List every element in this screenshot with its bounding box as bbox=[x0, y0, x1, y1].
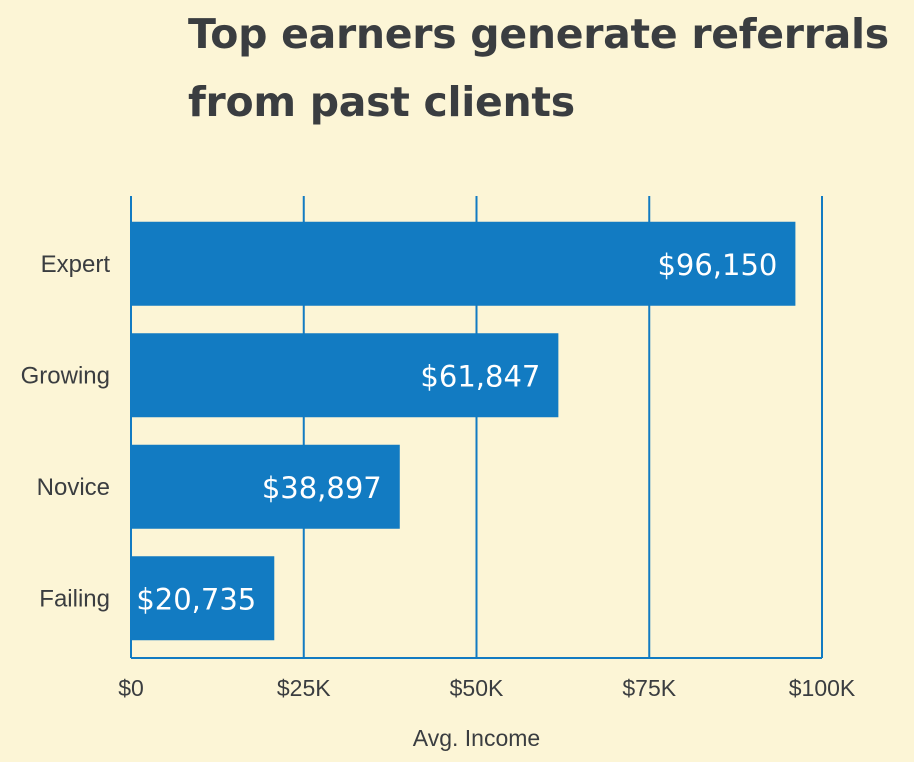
bar bbox=[131, 444, 400, 529]
data-label: $20,735 bbox=[136, 582, 256, 616]
chart-title-line-1: Top earners generate referrals bbox=[188, 10, 889, 58]
x-tick-label: $75K bbox=[622, 675, 676, 701]
bar bbox=[131, 221, 796, 306]
category-label: Growing bbox=[21, 362, 110, 389]
x-axis-title: Avg. Income bbox=[413, 725, 540, 751]
data-label: $61,847 bbox=[420, 359, 540, 393]
data-label: $38,897 bbox=[262, 471, 382, 505]
bar bbox=[131, 333, 559, 418]
category-label: Novice bbox=[37, 474, 110, 501]
x-tick-label: $50K bbox=[450, 675, 504, 701]
category-label: Expert bbox=[41, 251, 111, 278]
x-tick-label: $0 bbox=[118, 675, 144, 701]
chart-title-line-2: from past clients bbox=[188, 78, 575, 126]
data-label: $96,150 bbox=[657, 248, 777, 282]
x-tick-label: $25K bbox=[277, 675, 331, 701]
x-tick-label: $100K bbox=[789, 675, 856, 701]
category-label: Failing bbox=[39, 585, 110, 612]
bar bbox=[131, 556, 275, 641]
